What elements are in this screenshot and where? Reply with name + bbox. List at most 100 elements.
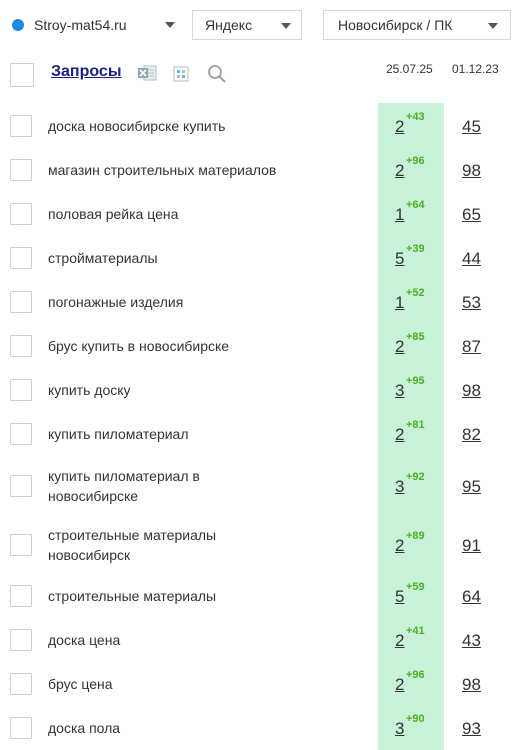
region-selector[interactable]: Новосибирск / ПК [323, 10, 511, 40]
query-text: купить доску [48, 382, 131, 398]
previous-date-header: 01.12.23 [452, 62, 499, 76]
row-checkbox[interactable] [10, 423, 32, 445]
row-checkbox[interactable] [10, 475, 32, 497]
query-text: стройматериалы [48, 250, 158, 266]
current-position-link[interactable]: 3 [395, 477, 405, 496]
query-text: купить пиломатериал [48, 426, 189, 442]
current-position-link[interactable]: 1 [395, 205, 405, 224]
query-text: доска новосибирске купить [48, 118, 226, 134]
current-position-link[interactable]: 2 [395, 117, 405, 136]
row-checkbox[interactable] [10, 247, 32, 269]
site-selector[interactable]: Stroy-mat54.ru [0, 10, 186, 40]
table-row: магазин строительных материалов 2 +96 98 [0, 148, 516, 192]
table-header: Запросы 25.07.25 01.12.23 [0, 52, 516, 102]
site-selector-label: Stroy-mat54.ru [34, 17, 127, 33]
row-checkbox[interactable] [10, 115, 32, 137]
row-checkbox[interactable] [10, 335, 32, 357]
position-change-badge: +95 [406, 375, 425, 387]
search-engine-label: Яндекс [205, 17, 253, 33]
position-change-badge: +39 [406, 243, 425, 255]
position-change-badge: +90 [406, 713, 425, 725]
table-row: доска цена 2 +41 43 [0, 618, 516, 662]
current-position-link[interactable]: 5 [395, 587, 405, 606]
region-label: Новосибирск / ПК [338, 17, 453, 33]
previous-position-link[interactable]: 44 [462, 249, 481, 268]
position-change-badge: +96 [406, 155, 425, 167]
previous-position-link[interactable]: 98 [462, 675, 481, 694]
previous-position-link[interactable]: 65 [462, 205, 481, 224]
previous-position-link[interactable]: 95 [462, 477, 481, 496]
filter-bar: Stroy-mat54.ru Яндекс Новосибирск / ПК [0, 0, 516, 52]
table-row: доска новосибирске купить 2 +43 45 [0, 104, 516, 148]
row-checkbox[interactable] [10, 159, 32, 181]
position-change-badge: +59 [406, 581, 425, 593]
previous-position-link[interactable]: 87 [462, 337, 481, 356]
table-row: стройматериалы 5 +39 44 [0, 236, 516, 280]
table-row: строительные материалы 5 +59 64 [0, 574, 516, 618]
query-text: строительные материалы новосибирск [48, 527, 217, 563]
previous-position-link[interactable]: 45 [462, 117, 481, 136]
current-position-link[interactable]: 2 [395, 337, 405, 356]
site-status-dot [12, 19, 24, 31]
query-text: брус купить в новосибирске [48, 338, 230, 354]
query-text: строительные материалы [48, 588, 217, 604]
row-checkbox[interactable] [10, 291, 32, 313]
query-text: доска цена [48, 632, 121, 648]
position-change-badge: +52 [406, 287, 425, 299]
chevron-down-icon [488, 23, 498, 29]
current-position-link[interactable]: 3 [395, 381, 405, 400]
current-position-link[interactable]: 5 [395, 249, 405, 268]
position-change-badge: +64 [406, 199, 425, 211]
row-checkbox[interactable] [10, 379, 32, 401]
current-position-link[interactable]: 2 [395, 161, 405, 180]
row-checkbox[interactable] [10, 585, 32, 607]
table-row: купить доску 3 +95 98 [0, 368, 516, 412]
row-checkbox[interactable] [10, 534, 32, 556]
current-position-link[interactable]: 3 [395, 719, 405, 738]
table-row: купить пиломатериал 2 +81 82 [0, 412, 516, 456]
excel-export-icon[interactable] [137, 64, 157, 82]
current-position-link[interactable]: 2 [395, 631, 405, 650]
row-checkbox[interactable] [10, 629, 32, 651]
chevron-down-icon [165, 22, 175, 28]
query-text: купить пиломатериал в новосибирске [48, 468, 200, 504]
search-icon[interactable] [207, 64, 227, 84]
table-row: строительные материалы новосибирск 2 +89 91 [0, 516, 516, 574]
query-text: погонажные изделия [48, 294, 184, 310]
position-change-badge: +92 [406, 471, 425, 483]
table-row: брус купить в новосибирске 2 +85 87 [0, 324, 516, 368]
position-change-badge: +41 [406, 625, 425, 637]
current-position-link[interactable]: 2 [395, 425, 405, 444]
current-position-link[interactable]: 1 [395, 293, 405, 312]
query-text: доска пола [48, 720, 121, 736]
page-title[interactable]: Запросы [51, 63, 122, 80]
previous-position-link[interactable]: 64 [462, 587, 481, 606]
current-position-link[interactable]: 2 [395, 675, 405, 694]
spreadsheet-icon[interactable] [173, 66, 189, 82]
table-row: купить пиломатериал в новосибирске 3 +92 95 [0, 456, 516, 516]
position-change-badge: +89 [406, 530, 425, 542]
current-position-link[interactable]: 2 [395, 536, 405, 555]
table-row: погонажные изделия 1 +52 53 [0, 280, 516, 324]
chevron-down-icon [281, 23, 291, 29]
previous-position-link[interactable]: 93 [462, 719, 481, 738]
query-text: магазин строительных материалов [48, 162, 277, 178]
search-engine-selector[interactable]: Яндекс [192, 10, 302, 40]
position-change-badge: +85 [406, 331, 425, 343]
previous-position-link[interactable]: 82 [462, 425, 481, 444]
current-date-header: 25.07.25 [386, 62, 433, 76]
row-checkbox[interactable] [10, 673, 32, 695]
position-change-badge: +96 [406, 669, 425, 681]
previous-position-link[interactable]: 98 [462, 381, 481, 400]
previous-position-link[interactable]: 91 [462, 536, 481, 555]
row-checkbox[interactable] [10, 717, 32, 739]
row-checkbox[interactable] [10, 203, 32, 225]
table-row: брус цена 2 +96 98 [0, 662, 516, 706]
current-date-column-highlight [378, 103, 444, 750]
previous-position-link[interactable]: 43 [462, 631, 481, 650]
query-text: брус цена [48, 676, 113, 692]
query-text: половая рейка цена [48, 206, 179, 222]
select-all-checkbox[interactable] [10, 63, 34, 87]
previous-position-link[interactable]: 98 [462, 161, 481, 180]
previous-position-link[interactable]: 53 [462, 293, 481, 312]
